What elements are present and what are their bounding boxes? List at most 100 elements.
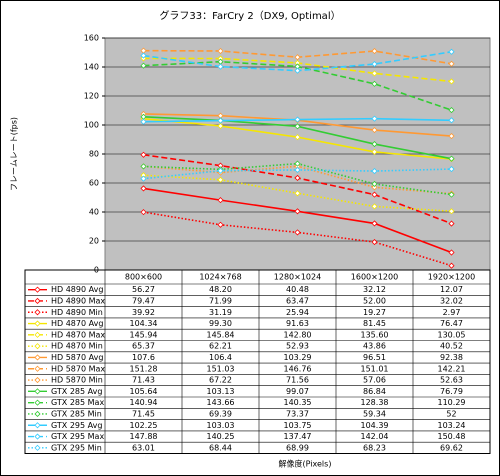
table-value: 147.88 [130, 432, 158, 441]
table-value: 25.94 [286, 308, 309, 317]
table-value: 52 [446, 409, 456, 418]
data-point [371, 80, 378, 87]
data-point [371, 141, 378, 148]
y-tick-label: 80 [89, 150, 99, 159]
table-value: 31.19 [209, 308, 232, 317]
data-point [140, 52, 147, 59]
table-value: 151.03 [207, 364, 235, 373]
table-value: 65.37 [132, 342, 155, 351]
data-point [294, 116, 301, 123]
legend-marker [34, 297, 41, 305]
legend-label: GTX 295 Max [51, 432, 104, 441]
legend-marker [34, 388, 41, 395]
table-value: 68.23 [363, 443, 386, 452]
data-point [448, 132, 455, 140]
legend-marker [34, 376, 41, 384]
data-point [371, 115, 378, 122]
table-value: 32.02 [440, 296, 463, 305]
table-value: 71.99 [209, 296, 232, 305]
table-value: 63.01 [132, 443, 155, 452]
legend-marker [34, 309, 41, 316]
table-value: 107.6 [132, 353, 155, 362]
data-point [371, 168, 378, 175]
table-value: 96.51 [363, 353, 386, 362]
legend-marker [34, 433, 41, 440]
y-tick-label: 20 [89, 237, 99, 246]
data-point [371, 47, 378, 55]
table-value: 130.05 [438, 330, 466, 339]
data-point [294, 134, 301, 141]
table-value: 73.37 [286, 409, 309, 418]
table-value: 146.76 [284, 364, 312, 373]
y-axis-label: フレームレート(fps) [10, 117, 19, 191]
table-value: 52.00 [363, 296, 386, 305]
table-value: 128.38 [361, 398, 389, 407]
data-point [371, 191, 378, 198]
table-value: 59.34 [363, 409, 386, 418]
data-point [448, 208, 455, 215]
table-value: 103.13 [207, 387, 235, 396]
table-value: 150.48 [438, 432, 466, 441]
table-value: 151.28 [130, 364, 158, 373]
legend-label: HD 5870 Avg [51, 353, 103, 362]
data-point [371, 203, 378, 210]
table-value: 19.27 [363, 308, 386, 317]
data-point [140, 209, 147, 216]
data-point [294, 123, 301, 130]
table-value: 67.22 [209, 376, 232, 385]
data-point [294, 160, 301, 167]
data-point [371, 60, 378, 68]
table-value: 105.64 [130, 387, 158, 396]
legend-marker [34, 422, 41, 429]
data-point [294, 54, 301, 61]
table-value: 43.86 [363, 342, 386, 351]
legend-marker [34, 365, 41, 372]
x-tick-label: 1920×1200 [428, 273, 475, 282]
x-tick-label: 1024×768 [199, 273, 241, 282]
table-value: 103.03 [207, 421, 235, 430]
data-point [448, 48, 455, 55]
table-value: 68.99 [286, 443, 309, 452]
table-value: 103.75 [284, 421, 312, 430]
legend-label: HD 5870 Max [51, 364, 105, 373]
legend-label: HD 4890 Min [51, 308, 103, 317]
table-value: 92.38 [440, 353, 463, 362]
table-value: 2.97 [443, 308, 461, 317]
data-point [371, 238, 378, 246]
table-value: 48.20 [209, 285, 232, 294]
data-point [294, 229, 301, 236]
data-point [217, 197, 224, 204]
table-value: 76.79 [440, 387, 463, 396]
legend-marker [34, 399, 41, 406]
data-point [140, 118, 147, 125]
data-table [24, 269, 491, 454]
legend-marker [34, 444, 41, 451]
data-point [448, 60, 455, 67]
data-point [217, 47, 224, 55]
legend-marker [34, 343, 41, 350]
table-value: 103.24 [438, 421, 466, 430]
data-point [294, 174, 301, 182]
table-value: 52.63 [440, 376, 463, 385]
table-value: 99.30 [209, 319, 232, 328]
data-point [371, 180, 378, 188]
table-value: 104.39 [361, 421, 389, 430]
data-point [140, 185, 147, 192]
data-point [448, 107, 455, 114]
data-point [448, 220, 455, 227]
table-value: 143.66 [207, 398, 235, 407]
table-value: 91.63 [286, 319, 309, 328]
x-tick-label: 800×600 [125, 273, 162, 282]
table-value: 79.47 [132, 296, 155, 305]
data-point [294, 208, 301, 215]
table-value: 62.21 [209, 342, 232, 351]
table-value: 52.93 [286, 342, 309, 351]
table-value: 102.25 [130, 421, 158, 430]
table-value: 145.84 [207, 330, 235, 339]
legend-label: HD 4890 Max [51, 296, 105, 305]
chart-title: グラフ33：FarCry 2（DX9, Optimal） [159, 9, 340, 22]
table-value: 145.94 [130, 330, 158, 339]
table-value: 86.84 [363, 387, 386, 396]
legend-label: HD 4890 Avg [51, 285, 103, 294]
